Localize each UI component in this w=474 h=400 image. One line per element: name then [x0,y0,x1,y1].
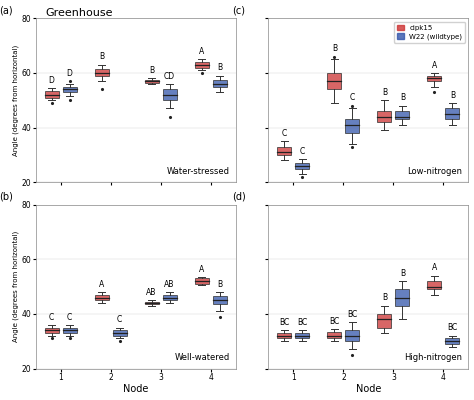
Text: B: B [382,88,387,97]
Text: Water-stressed: Water-stressed [167,167,229,176]
Bar [63,87,77,92]
Bar [346,119,359,133]
Text: B: B [400,94,405,102]
Text: High-nitrogen: High-nitrogen [404,353,463,362]
Bar [328,73,341,89]
Bar [428,281,441,289]
Text: C: C [117,315,122,324]
Bar [195,278,209,284]
Text: CD: CD [164,72,175,81]
Text: Low-nitrogen: Low-nitrogen [408,167,463,176]
Bar [45,328,59,333]
Bar [395,289,410,306]
Text: D: D [67,69,73,78]
Bar [446,338,459,344]
Text: AB: AB [146,288,157,297]
Text: AB: AB [164,280,175,289]
Text: B: B [450,91,455,100]
Bar [95,295,109,300]
Text: A: A [432,61,437,70]
Text: A: A [199,47,204,56]
Text: BC: BC [329,317,339,326]
Text: BC: BC [297,318,308,327]
Text: BC: BC [279,318,290,327]
Text: B: B [149,66,154,75]
Text: B: B [217,280,222,289]
Y-axis label: Angle (degrees from horizontal): Angle (degrees from horizontal) [12,231,19,342]
Text: C: C [67,312,72,322]
X-axis label: Node: Node [356,384,381,394]
Text: (c): (c) [232,5,246,15]
Text: BC: BC [447,324,457,332]
Bar [163,89,177,100]
Text: (a): (a) [0,5,13,15]
Y-axis label: Angle (degrees from horizontal): Angle (degrees from horizontal) [12,45,19,156]
Text: B: B [99,52,104,62]
Text: Greenhouse: Greenhouse [46,8,113,18]
Text: C: C [300,147,305,156]
Text: B: B [400,269,405,278]
Bar [145,302,159,304]
Bar [113,330,127,336]
Bar [395,111,410,119]
Bar [95,69,109,76]
Bar [277,333,292,338]
Bar [145,80,159,82]
Bar [45,91,59,98]
Bar [213,80,227,87]
Text: A: A [99,280,104,289]
Legend: cipk15, W22 (wildtype): cipk15, W22 (wildtype) [394,22,465,42]
Text: B: B [382,294,387,302]
Bar [377,314,392,328]
Text: (d): (d) [232,191,246,201]
Text: Well-watered: Well-watered [174,353,229,362]
Bar [195,62,209,68]
Bar [377,111,392,122]
Text: A: A [199,265,204,274]
Text: C: C [49,312,54,322]
Bar [295,333,310,338]
X-axis label: Node: Node [123,384,148,394]
Bar [277,147,292,155]
Bar [295,163,310,168]
Text: C: C [282,129,287,138]
Bar [163,295,177,300]
Bar [63,328,77,333]
Text: (b): (b) [0,191,13,201]
Text: BC: BC [347,310,357,319]
Bar [346,330,359,341]
Bar [213,296,227,304]
Bar [328,332,341,338]
Bar [446,108,459,119]
Text: B: B [217,64,222,72]
Text: D: D [49,76,55,85]
Text: A: A [432,263,437,272]
Text: C: C [350,94,355,102]
Text: B: B [332,44,337,53]
Bar [428,76,441,81]
